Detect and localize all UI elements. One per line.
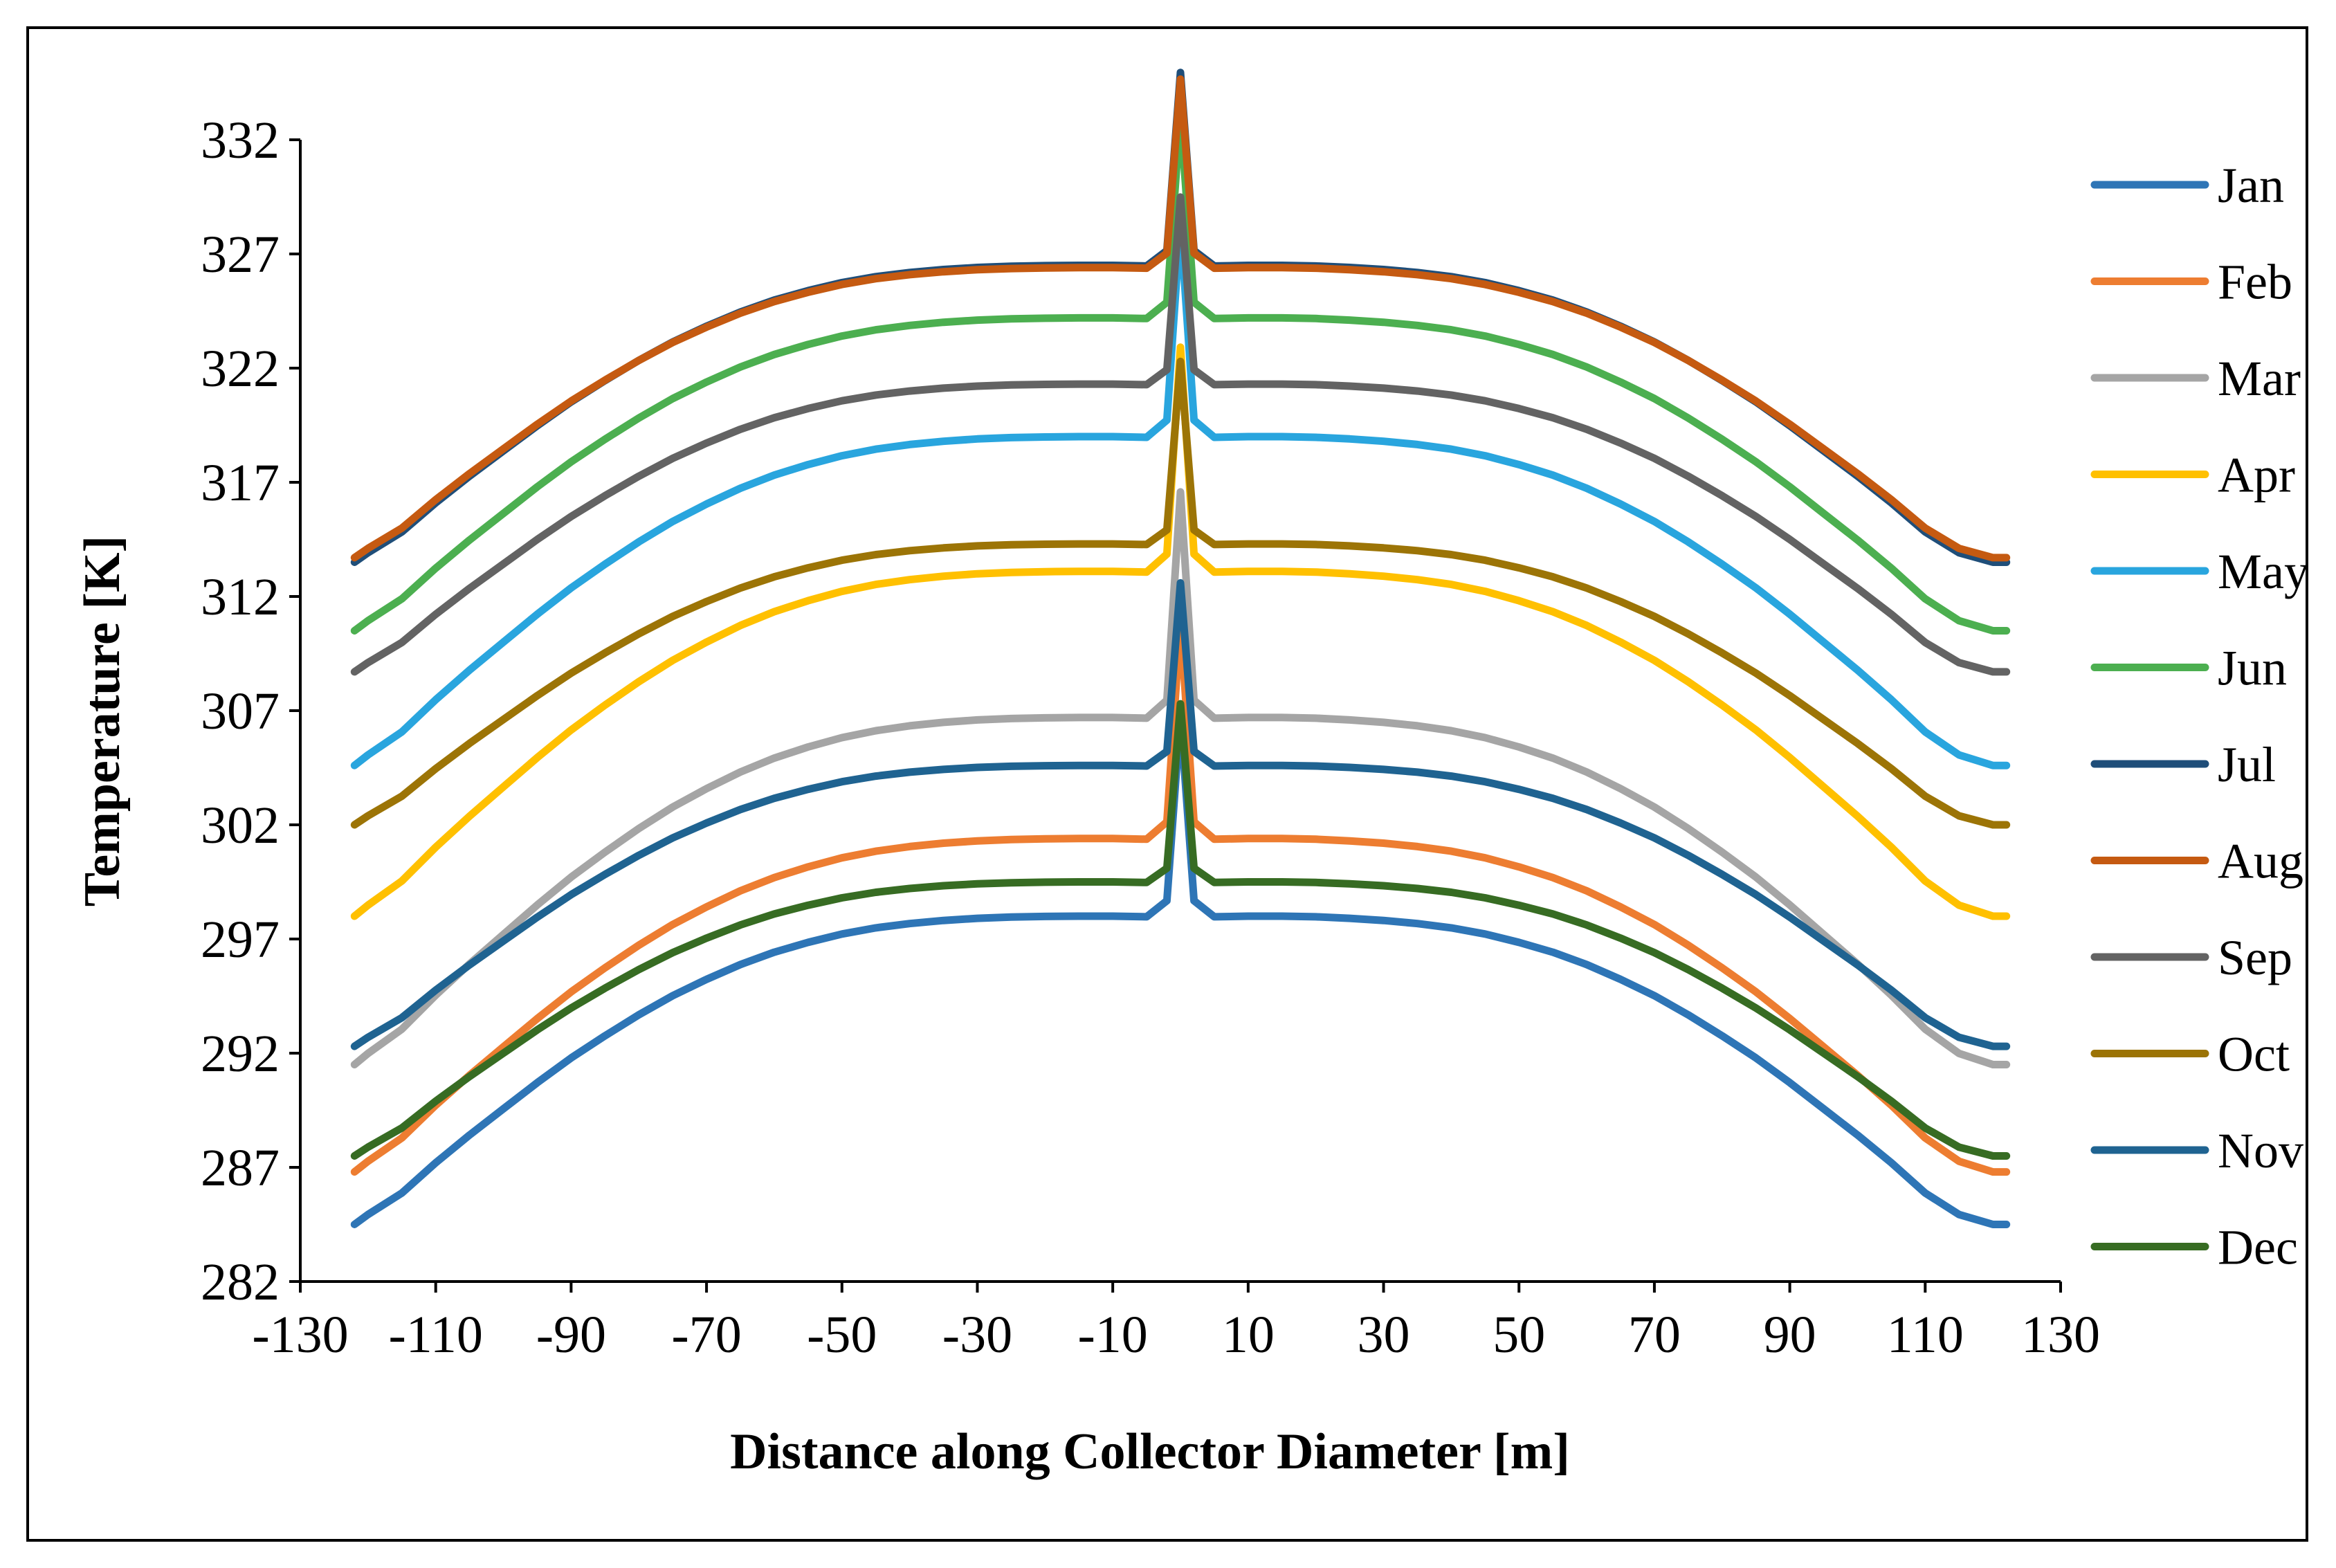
y-tick-label: 312 — [201, 568, 280, 626]
chart-frame: 282 287 292 297 302 307 312 317 322 327 332 -130 -11… — [26, 26, 2308, 1542]
legend-label-feb: Feb — [2218, 255, 2292, 310]
x-tick-label: -130 — [252, 1306, 348, 1364]
x-tick-label: -110 — [388, 1306, 483, 1364]
x-tick-label: 130 — [2021, 1306, 2100, 1364]
legend-label-may: May — [2218, 544, 2306, 599]
x-tick-label: 10 — [1222, 1306, 1275, 1364]
legend-label-nov: Nov — [2218, 1123, 2303, 1178]
x-axis-title: Distance along Collector Diameter [m] — [730, 1423, 1570, 1480]
series-line-mar — [350, 488, 2011, 1068]
y-tick-label: 307 — [201, 682, 280, 740]
legend-label-jan: Jan — [2218, 158, 2284, 213]
series-line-sep — [350, 193, 2011, 676]
legend-label-dec: Dec — [2218, 1220, 2298, 1275]
series-line-oct — [350, 357, 2011, 829]
series-line-aug — [350, 75, 2011, 562]
y-tick-label: 292 — [201, 1025, 280, 1083]
y-tick-label: 287 — [201, 1139, 280, 1197]
x-tick-label: 110 — [1887, 1306, 1964, 1364]
x-tick-label: -30 — [942, 1306, 1012, 1364]
x-tick-label: 50 — [1493, 1306, 1545, 1364]
y-tick-label: 297 — [201, 911, 280, 969]
y-tick-label: 282 — [201, 1253, 280, 1311]
y-tick-label: 327 — [201, 226, 280, 284]
legend-label-jul: Jul — [2218, 737, 2276, 792]
series-line-dec — [350, 700, 2011, 1160]
x-tick-label: 70 — [1628, 1306, 1681, 1364]
y-tick-label: 317 — [201, 454, 280, 512]
legend-label-apr: Apr — [2218, 448, 2295, 503]
y-tick-label: 332 — [201, 111, 280, 170]
axes: 282 287 292 297 302 307 312 317 322 327 332 -130 -11… — [201, 111, 2100, 1364]
y-tick-label: 322 — [201, 340, 280, 398]
y-axis-title: Temperature [K] — [74, 536, 131, 906]
legend-label-sep: Sep — [2218, 930, 2292, 985]
chart-svg: 282 287 292 297 302 307 312 317 322 327 332 -130 -11… — [74, 69, 2306, 1480]
legend-label-aug: Aug — [2218, 834, 2303, 889]
series-lines — [350, 69, 2011, 1228]
legend-label-jun: Jun — [2218, 641, 2287, 696]
x-tick-label: -50 — [807, 1306, 877, 1364]
legend: Jan Feb Mar Apr May Jun Jul Aug Sep Oct Nov Dec — [2090, 158, 2306, 1275]
series-line-apr — [350, 343, 2011, 920]
x-tick-label: -70 — [671, 1306, 741, 1364]
y-tick-label: 302 — [201, 796, 280, 855]
legend-label-oct: Oct — [2218, 1027, 2290, 1082]
x-tick-label: -10 — [1077, 1306, 1147, 1364]
x-tick-label: -90 — [536, 1306, 606, 1364]
legend-label-mar: Mar — [2218, 351, 2301, 406]
series-line-nov — [350, 578, 2011, 1050]
x-tick-label: 90 — [1764, 1306, 1816, 1364]
x-tick-label: 30 — [1358, 1306, 1410, 1364]
